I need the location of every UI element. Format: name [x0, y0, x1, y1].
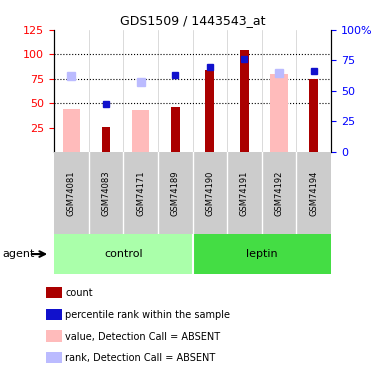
Text: GSM74191: GSM74191 [240, 170, 249, 216]
Text: count: count [65, 288, 93, 298]
Text: rank, Detection Call = ABSENT: rank, Detection Call = ABSENT [65, 354, 216, 363]
Bar [310, 79, 318, 152]
Bar [102, 126, 110, 152]
Text: GSM74194: GSM74194 [309, 170, 318, 216]
Text: GSM74083: GSM74083 [101, 170, 110, 216]
Text: percentile rank within the sample: percentile rank within the sample [65, 310, 231, 320]
Text: GSM74192: GSM74192 [275, 170, 284, 216]
Text: GSM74171: GSM74171 [136, 170, 145, 216]
Bar [192, 234, 331, 274]
Bar [206, 70, 214, 152]
Bar [132, 110, 149, 152]
Text: agent: agent [2, 249, 34, 259]
Text: control: control [104, 249, 142, 259]
Text: GSM74190: GSM74190 [205, 170, 214, 216]
Text: leptin: leptin [246, 249, 278, 259]
Bar [271, 74, 288, 152]
Text: value, Detection Call = ABSENT: value, Detection Call = ABSENT [65, 332, 221, 342]
Bar [240, 50, 249, 152]
Bar [62, 109, 80, 152]
Title: GDS1509 / 1443543_at: GDS1509 / 1443543_at [120, 15, 265, 27]
Text: GSM74081: GSM74081 [67, 170, 76, 216]
Text: GSM74189: GSM74189 [171, 170, 180, 216]
Bar [54, 234, 192, 274]
Bar [171, 107, 179, 152]
